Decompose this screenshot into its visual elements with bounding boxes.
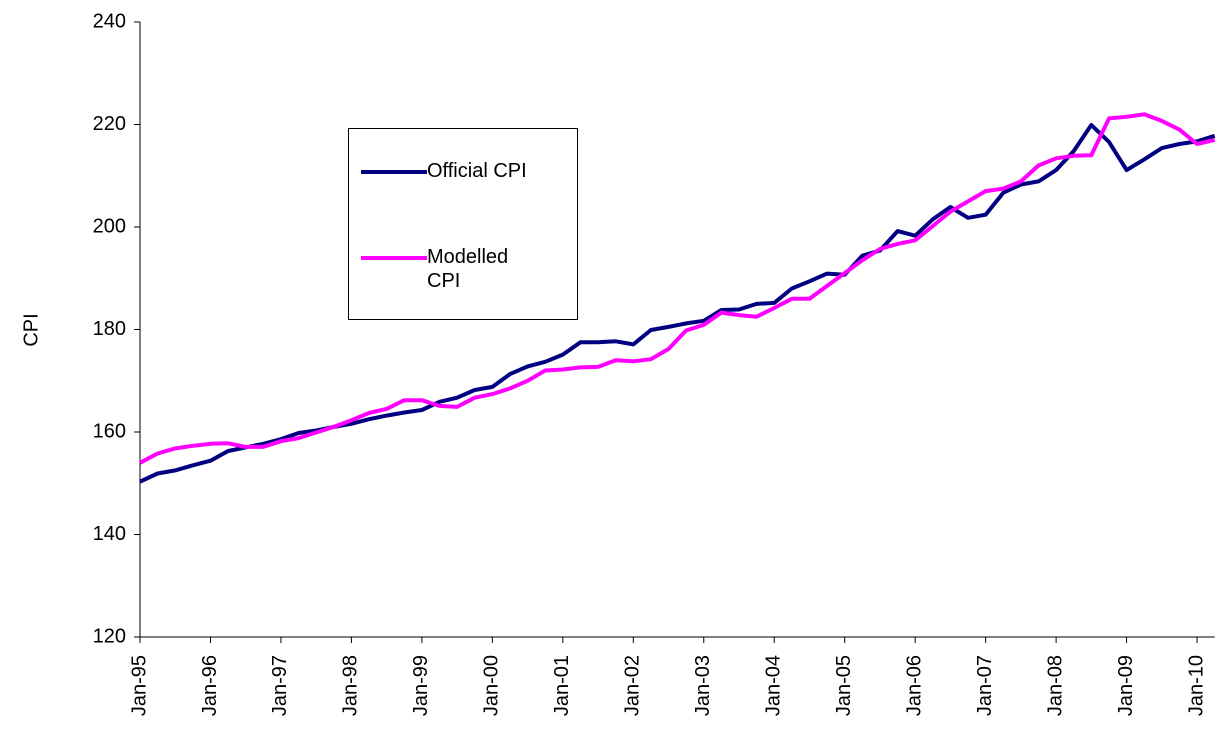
- x-tick-label: Jan-95: [128, 655, 150, 716]
- legend-entry: Official CPI: [361, 159, 547, 183]
- x-tick-label: Jan-07: [974, 655, 996, 716]
- y-tick-label: 220: [93, 113, 126, 135]
- x-tick-label: Jan-04: [763, 655, 785, 716]
- y-tick-label: 180: [93, 318, 126, 340]
- y-tick-label: 200: [93, 215, 126, 237]
- legend-label: Official CPI: [427, 160, 527, 182]
- x-tick-label: Jan-03: [692, 655, 714, 716]
- legend-swatch: [361, 256, 427, 260]
- x-tick-label: Jan-10: [1185, 655, 1207, 716]
- x-tick-label: Jan-08: [1044, 655, 1066, 716]
- legend-label: Modelled CPI: [427, 246, 509, 292]
- legend: Official CPI Modelled CPI: [348, 128, 578, 320]
- x-tick-label: Jan-99: [410, 655, 432, 716]
- x-tick-label: Jan-05: [833, 655, 855, 716]
- x-tick-label: Jan-01: [551, 655, 573, 716]
- x-tick-label: Jan-98: [340, 655, 362, 716]
- y-tick-label: 160: [93, 420, 126, 442]
- x-tick-label: Jan-96: [199, 655, 221, 716]
- series-line: [139, 123, 1216, 484]
- legend-swatch: [361, 170, 427, 174]
- x-tick-label: Jan-09: [1115, 655, 1137, 716]
- x-tick-label: Jan-97: [269, 655, 291, 716]
- y-axis-label: CPI: [20, 313, 42, 346]
- x-tick-label: Jan-00: [481, 655, 503, 716]
- legend-entry: Modelled CPI: [361, 245, 547, 293]
- x-tick-label: Jan-06: [903, 655, 925, 716]
- x-tick-label: Jan-02: [622, 655, 644, 716]
- y-tick-label: 120: [93, 625, 126, 647]
- y-tick-label: 240: [93, 10, 126, 32]
- series-line: [139, 112, 1216, 465]
- y-tick-label: 140: [93, 523, 126, 545]
